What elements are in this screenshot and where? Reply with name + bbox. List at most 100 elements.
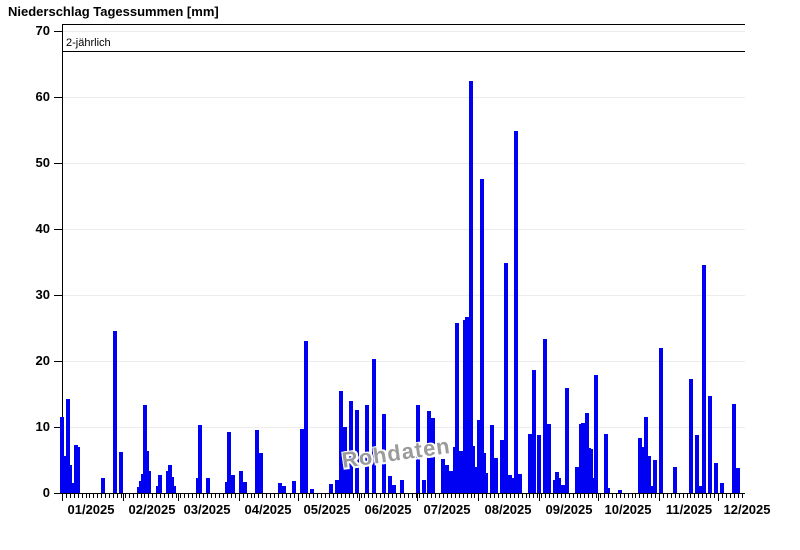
precipitation-bar [471,446,475,493]
precipitation-bar [400,480,404,493]
x-minor-tick [125,494,126,498]
precipitation-bar [145,451,149,493]
x-minor-tick [490,494,491,498]
x-minor-tick [188,494,189,498]
y-gridline [63,361,745,362]
precipitation-bar [225,482,229,493]
precipitation-bar [482,453,486,493]
x-minor-tick [227,494,228,498]
precipitation-bar [557,478,561,493]
precipitation-bar [141,474,145,493]
y-tick-label: 10 [35,419,50,434]
precipitation-bar [335,480,339,493]
precipitation-bar [392,485,396,493]
precipitation-bar [618,490,622,493]
x-minor-tick [199,494,200,498]
x-major-tick [62,494,63,501]
x-major-tick [539,494,540,501]
y-gridline [63,427,745,428]
x-minor-tick [396,494,397,498]
precipitation-bar [147,471,151,493]
x-minor-tick [447,494,448,498]
y-gridline [63,295,745,296]
x-minor-tick [474,494,475,498]
x-minor-tick [231,494,232,498]
x-minor-tick [541,494,542,498]
y-tick-label: 50 [35,155,50,170]
precipitation-bar [532,370,536,493]
x-minor-tick [113,494,114,498]
y-gridline [63,163,745,164]
x-minor-tick [400,494,401,498]
x-minor-tick [172,494,173,498]
x-minor-tick [526,494,527,498]
precipitation-bar [500,440,504,493]
precipitation-bar [699,486,703,493]
precipitation-bar [589,449,593,493]
precipitation-bar [255,430,259,493]
y-tick-mark [54,493,62,494]
x-minor-tick [141,494,142,498]
x-minor-tick [502,494,503,498]
x-minor-tick [687,494,688,498]
precipitation-bar [310,489,314,493]
y-tick-mark [54,31,62,32]
precipitation-bar [453,447,457,493]
precipitation-bar [382,414,386,493]
precipitation-bar [473,467,477,493]
x-minor-tick [156,494,157,498]
x-minor-tick [93,494,94,498]
x-minor-tick [266,494,267,498]
precipitation-bar [606,488,610,493]
precipitation-bar [449,471,453,493]
precipitation-bar [137,487,141,493]
y-tick-label: 40 [35,221,50,236]
precipitation-bar [594,375,598,493]
precipitation-bar [365,405,369,493]
precipitation-bar [673,467,677,493]
x-minor-tick [690,494,691,498]
x-major-tick [178,494,179,501]
x-minor-tick [675,494,676,498]
x-month-label: 08/2025 [484,502,532,517]
precipitation-bar [720,483,724,493]
x-minor-tick [459,494,460,498]
precipitation-bar [62,456,66,493]
x-minor-tick [698,494,699,498]
precipitation-bar [714,463,718,493]
y-tick-mark [54,427,62,428]
precipitation-bar [590,478,594,493]
x-minor-tick [647,494,648,498]
x-minor-tick [439,494,440,498]
x-minor-tick [549,494,550,498]
x-minor-tick [416,494,417,498]
x-minor-tick [290,494,291,498]
precipitation-bar [459,451,463,493]
precipitation-bar [494,458,498,493]
y-tick-label: 70 [35,23,50,38]
x-minor-tick [101,494,102,498]
x-minor-tick [667,494,668,498]
x-minor-tick [467,494,468,498]
x-month-label: 09/2025 [545,502,593,517]
x-minor-tick [639,494,640,498]
precipitation-bar [231,475,235,493]
x-minor-tick [588,494,589,498]
x-minor-tick [309,494,310,498]
x-minor-tick [254,494,255,498]
x-minor-tick [435,494,436,498]
x-major-tick [417,494,418,501]
precipitation-bar [101,478,105,493]
precipitation-bar [480,179,484,493]
x-minor-tick [620,494,621,498]
x-minor-tick [663,494,664,498]
precipitation-bar [243,482,247,493]
x-minor-tick [302,494,303,498]
precipitation-bar [645,483,649,493]
y-tick-mark [54,295,62,296]
x-minor-tick [82,494,83,498]
precipitation-bar [349,401,353,493]
precipitation-bar [561,485,565,493]
precipitation-bar [168,465,172,493]
